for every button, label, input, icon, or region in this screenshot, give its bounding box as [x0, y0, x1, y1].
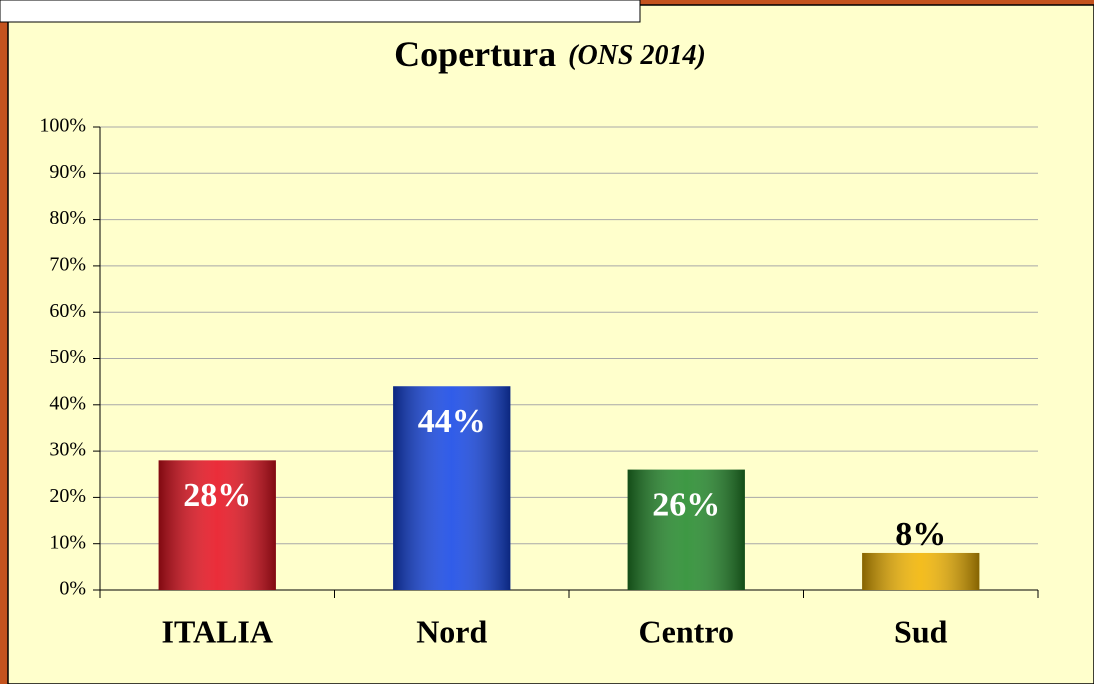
y-tick-label: 50%	[49, 346, 86, 368]
bar-shade	[862, 552, 980, 590]
y-tick-label: 70%	[49, 253, 86, 275]
y-tick-label: 20%	[49, 485, 86, 507]
y-tick-label: 30%	[49, 439, 86, 461]
bar-shade	[158, 460, 276, 590]
value-label: 26%	[652, 486, 720, 523]
x-tick-label: Nord	[416, 613, 487, 649]
value-label: 8%	[895, 516, 946, 553]
value-label: 44%	[418, 403, 486, 440]
chart-subtitle: (ONS 2014)	[568, 40, 706, 71]
y-tick-label: 90%	[49, 161, 86, 183]
y-tick-label: 40%	[49, 392, 86, 414]
y-tick-label: 80%	[49, 207, 86, 229]
y-tick-label: 100%	[39, 115, 86, 137]
y-tick-label: 10%	[49, 531, 86, 553]
bar-shade	[393, 386, 511, 590]
header-box	[0, 0, 641, 23]
x-tick-label: Centro	[639, 613, 734, 649]
title-group: Copertura (ONS 2014)	[394, 34, 706, 74]
value-label: 28%	[183, 477, 251, 514]
y-tick-label: 0%	[59, 578, 86, 600]
bar-shade	[627, 469, 745, 590]
x-tick-label: Sud	[894, 613, 948, 649]
y-tick-label: 60%	[49, 300, 86, 322]
chart-title: Copertura	[394, 34, 556, 74]
x-tick-label: ITALIA	[162, 613, 273, 649]
